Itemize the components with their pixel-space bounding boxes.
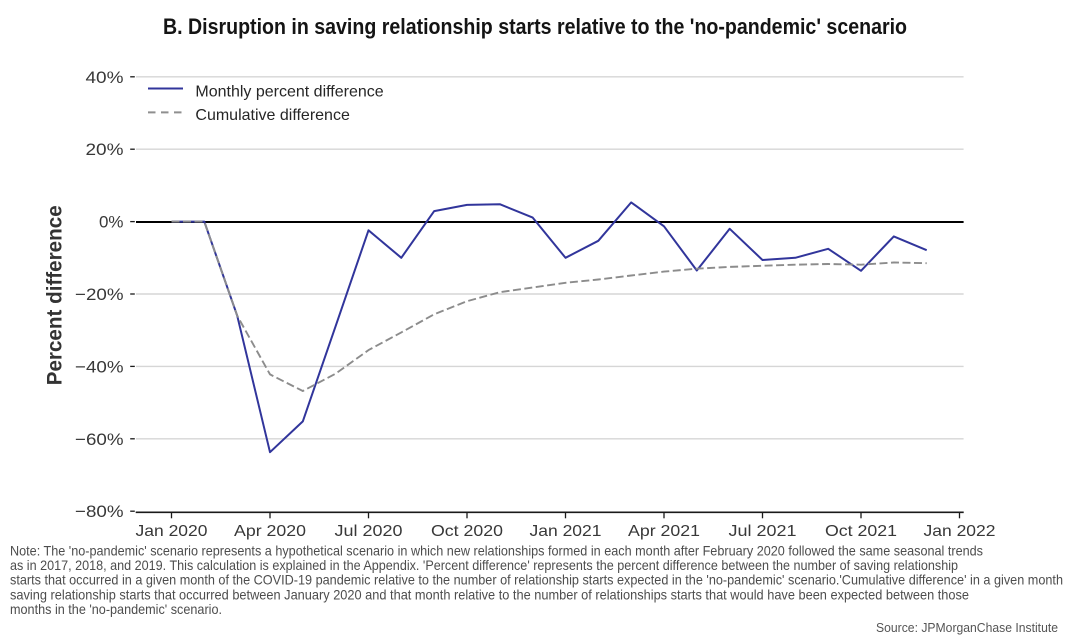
svg-text:Monthly percent difference: Monthly percent difference: [195, 83, 383, 100]
svg-text:Apr 2021: Apr 2021: [628, 523, 700, 540]
svg-text:months in the 'no-pandemic' sc: months in the 'no-pandemic' scenario.: [10, 602, 222, 617]
svg-text:Source: JPMorganChase Institut: Source: JPMorganChase Institute: [876, 620, 1058, 635]
svg-text:Jul 2021: Jul 2021: [729, 523, 797, 540]
svg-text:Jul 2020: Jul 2020: [335, 523, 403, 540]
svg-text:−40%: −40%: [75, 357, 124, 376]
svg-text:Oct 2020: Oct 2020: [431, 523, 503, 540]
svg-text:−20%: −20%: [75, 285, 124, 304]
svg-text:0%: 0%: [99, 213, 124, 232]
svg-text:Jan 2022: Jan 2022: [924, 523, 996, 540]
svg-text:20%: 20%: [86, 140, 124, 159]
svg-text:B. Disruption in saving relati: B. Disruption in saving relationship sta…: [163, 14, 907, 39]
svg-text:Oct 2021: Oct 2021: [825, 523, 897, 540]
svg-text:as in 2017, 2018, and 2019. Th: as in 2017, 2018, and 2019. This calcula…: [10, 558, 958, 573]
svg-text:starts that occurred in a give: starts that occurred in a given month of…: [10, 573, 1063, 588]
svg-text:40%: 40%: [86, 68, 124, 87]
svg-text:Apr 2020: Apr 2020: [234, 523, 306, 540]
svg-text:Jan 2020: Jan 2020: [136, 523, 208, 540]
svg-text:−60%: −60%: [75, 430, 124, 449]
svg-text:Percent difference: Percent difference: [44, 205, 67, 385]
svg-text:saving relationship starts tha: saving relationship starts that occurred…: [10, 587, 969, 602]
svg-text:Cumulative difference: Cumulative difference: [195, 107, 350, 124]
svg-text:Note: The 'no-pandemic' scenar: Note: The 'no-pandemic' scenario represe…: [10, 544, 983, 559]
svg-text:−80%: −80%: [75, 502, 124, 521]
svg-text:Jan 2021: Jan 2021: [530, 523, 602, 540]
